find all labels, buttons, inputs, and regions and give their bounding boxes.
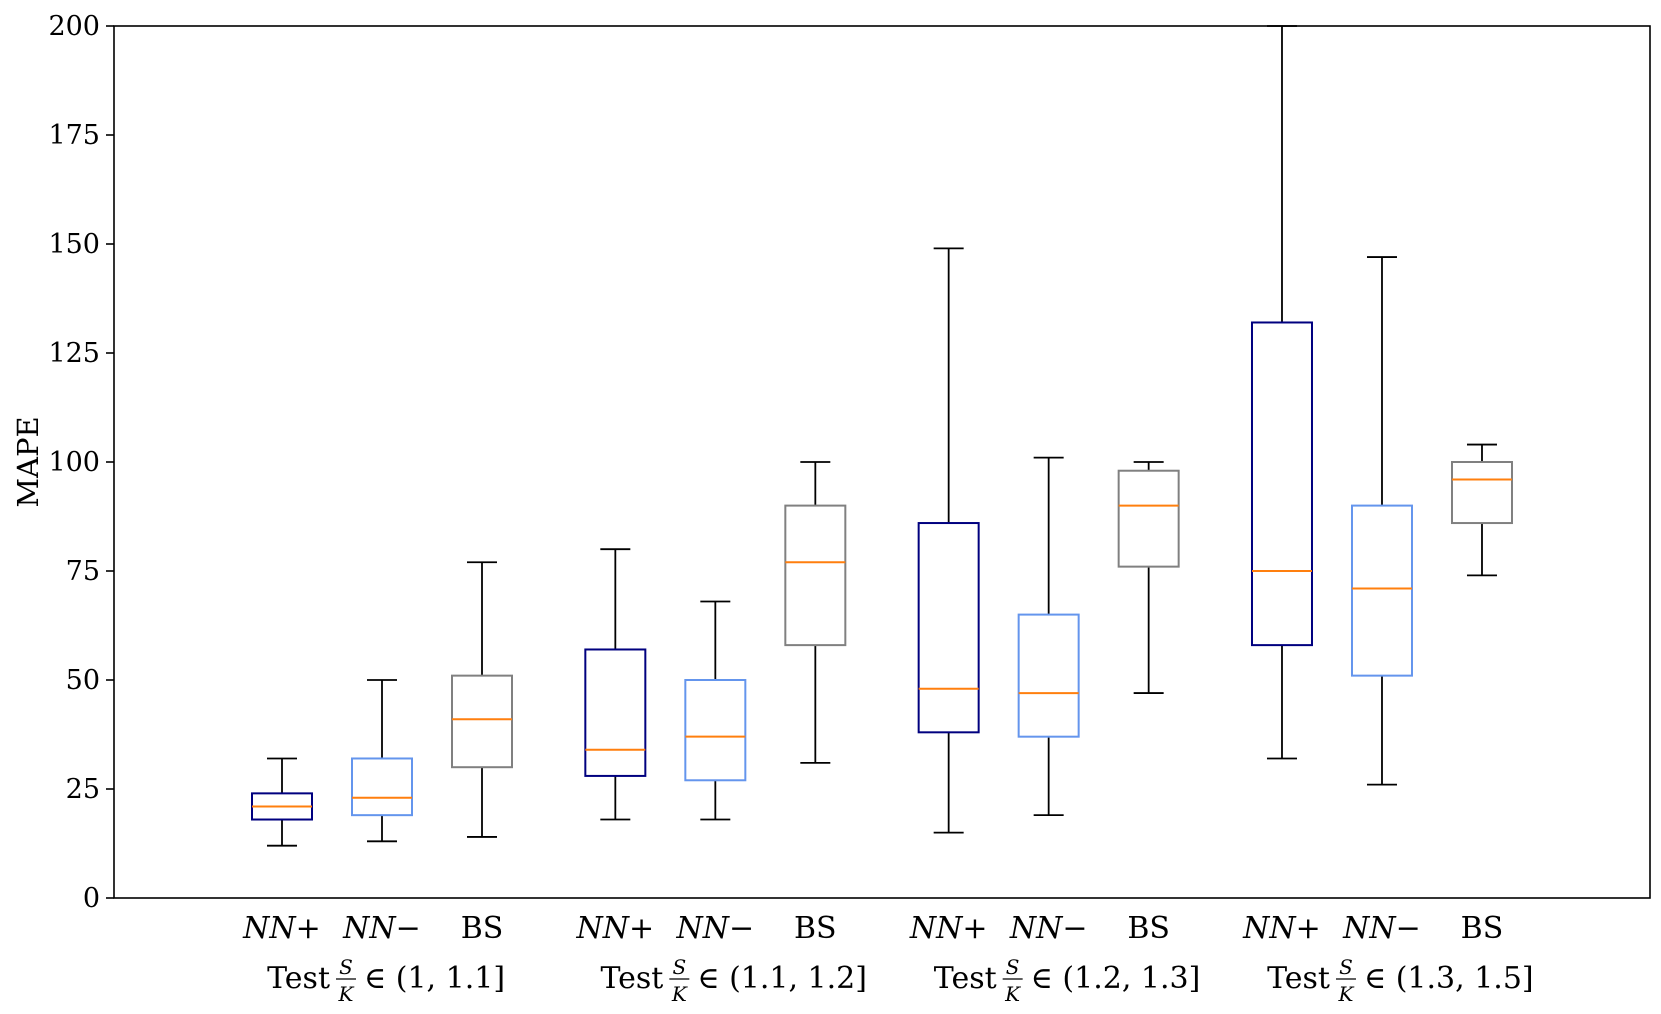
- iqr-box: [1350, 504, 1413, 677]
- x-category-label: NN−: [1342, 911, 1421, 946]
- x-category-label: BS: [794, 911, 837, 946]
- box-bs-group2: [784, 461, 847, 764]
- x-group-label: Test SK ∈ (1.2, 1.3]: [934, 955, 1201, 1006]
- iqr-box: [917, 522, 980, 734]
- box-nnminus-group2: [684, 600, 747, 821]
- box-nnplus-group1: [251, 757, 313, 847]
- fraction-denominator: K: [338, 982, 355, 1006]
- box-nnplus-group4: [1250, 25, 1313, 760]
- y-tick-label: 100: [48, 447, 100, 478]
- group-label-range: ∈ (1, 1.1]: [364, 961, 505, 996]
- iqr-box: [1250, 321, 1313, 647]
- y-tick-label: 125: [48, 338, 100, 369]
- iqr-box: [451, 674, 513, 769]
- x-category-label: NN+: [576, 911, 655, 946]
- box-nnplus-group3: [917, 247, 980, 834]
- x-category-label: NN+: [1242, 911, 1321, 946]
- y-axis: 0 25 50 75 100 125 150 175 200: [48, 11, 114, 914]
- x-category-label: NN−: [1009, 911, 1088, 946]
- fraction-numerator: S: [1006, 955, 1020, 979]
- box-nnplus-group2: [584, 548, 647, 821]
- box-bs-group1: [451, 561, 513, 838]
- x-category-label: NN−: [342, 911, 421, 946]
- box-nnminus-group3: [1017, 456, 1080, 817]
- fraction-numerator: S: [1339, 955, 1353, 979]
- group-label-prefix: Test: [267, 961, 330, 996]
- x-group-label: Test SK ∈ (1.1, 1.2]: [600, 955, 867, 1006]
- x-category-label: BS: [461, 911, 504, 946]
- y-axis-label: MAPE: [11, 416, 45, 507]
- iqr-box: [784, 504, 847, 647]
- box-nnminus-group1: [351, 679, 413, 843]
- group-label-prefix: Test: [1267, 961, 1330, 996]
- fraction-denominator: K: [1004, 982, 1021, 1006]
- iqr-box: [1450, 461, 1513, 525]
- y-tick-label: 75: [66, 556, 100, 587]
- x-category-label: BS: [1127, 911, 1170, 946]
- box-nnminus-group4: [1350, 256, 1413, 786]
- group-label-range: ∈ (1.1, 1.2]: [697, 961, 867, 996]
- group-label-range: ∈ (1.3, 1.5]: [1364, 961, 1534, 996]
- group-label-prefix: Test: [934, 961, 997, 996]
- iqr-box: [1117, 469, 1180, 568]
- boxes: [251, 25, 1513, 847]
- group-label-range: ∈ (1.2, 1.3]: [1031, 961, 1201, 996]
- y-tick-label: 50: [66, 665, 100, 696]
- y-tick-label: 150: [48, 229, 100, 260]
- x-group-label: Test SK ∈ (1, 1.1]: [267, 955, 505, 1006]
- fraction-numerator: S: [672, 955, 686, 979]
- group-label-prefix: Test: [600, 961, 663, 996]
- plot-frame: [113, 25, 1651, 899]
- iqr-box: [584, 648, 647, 777]
- x-category-label: BS: [1461, 911, 1504, 946]
- fraction-denominator: K: [671, 982, 688, 1006]
- box-bs-group4: [1450, 443, 1513, 577]
- y-tick-label: 0: [83, 883, 100, 914]
- iqr-box: [684, 679, 747, 782]
- x-group-label: Test SK ∈ (1.3, 1.5]: [1267, 955, 1534, 1006]
- iqr-box: [351, 757, 413, 817]
- fraction-numerator: S: [339, 955, 353, 979]
- x-category-label: NN+: [242, 911, 321, 946]
- x-category-label: NN−: [676, 911, 755, 946]
- y-tick-label: 25: [66, 774, 100, 805]
- plot-background: [114, 26, 1650, 898]
- iqr-box: [1017, 613, 1080, 738]
- box-bs-group3: [1117, 461, 1180, 694]
- x-category-label: NN+: [909, 911, 988, 946]
- y-tick-label: 175: [48, 120, 100, 151]
- y-tick-label: 200: [48, 11, 100, 42]
- fraction-denominator: K: [1338, 982, 1355, 1006]
